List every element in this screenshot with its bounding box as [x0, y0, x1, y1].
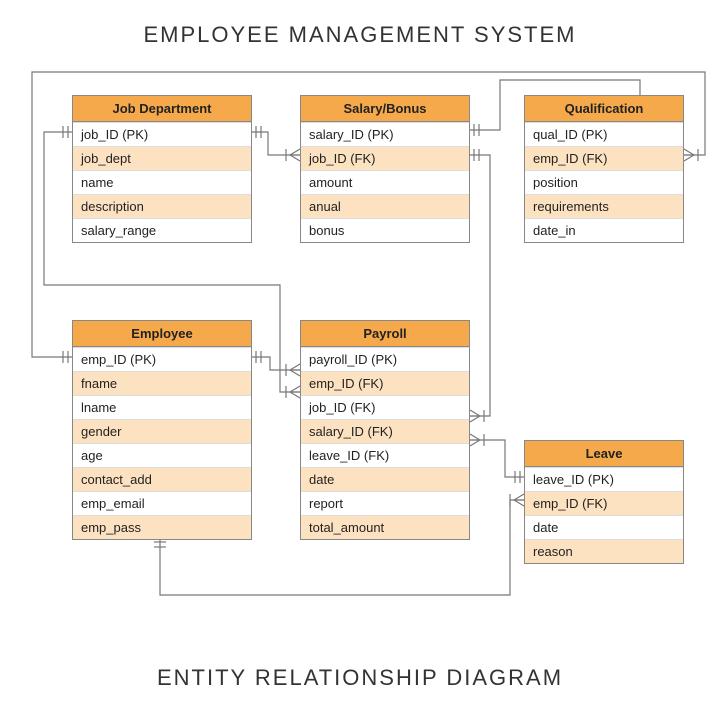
page-title: EMPLOYEE MANAGEMENT SYSTEM — [0, 22, 720, 48]
entity-field: salary_ID (PK) — [301, 122, 469, 146]
entity-field: job_ID (PK) — [73, 122, 251, 146]
entity-field: report — [301, 491, 469, 515]
entity-payroll: Payrollpayroll_ID (PK)emp_ID (FK)job_ID … — [300, 320, 470, 540]
entity-field: emp_ID (FK) — [525, 146, 683, 170]
entity-field: description — [73, 194, 251, 218]
entity-field: amount — [301, 170, 469, 194]
relationship-line — [252, 357, 300, 370]
entity-field: position — [525, 170, 683, 194]
entity-field: emp_pass — [73, 515, 251, 539]
relationship-line — [252, 132, 300, 155]
entity-field: qual_ID (PK) — [525, 122, 683, 146]
entity-field: salary_ID (FK) — [301, 419, 469, 443]
entity-field: requirements — [525, 194, 683, 218]
entity-field: bonus — [301, 218, 469, 242]
entity-employee: Employeeemp_ID (PK)fnamelnamegenderageco… — [72, 320, 252, 540]
entity-header: Salary/Bonus — [301, 96, 469, 122]
entity-field: salary_range — [73, 218, 251, 242]
page-subtitle: ENTITY RELATIONSHIP DIAGRAM — [0, 665, 720, 691]
entity-salary_bonus: Salary/Bonussalary_ID (PK)job_ID (FK)amo… — [300, 95, 470, 243]
entity-field: fname — [73, 371, 251, 395]
entity-job_department: Job Departmentjob_ID (PK)job_deptnamedes… — [72, 95, 252, 243]
entity-leave: Leaveleave_ID (PK)emp_ID (FK)datereason — [524, 440, 684, 564]
entity-field: reason — [525, 539, 683, 563]
entity-field: emp_ID (PK) — [73, 347, 251, 371]
entity-field: leave_ID (FK) — [301, 443, 469, 467]
entity-field: emp_email — [73, 491, 251, 515]
entity-field: emp_ID (FK) — [525, 491, 683, 515]
entity-field: job_ID (FK) — [301, 146, 469, 170]
entity-field: emp_ID (FK) — [301, 371, 469, 395]
entity-field: age — [73, 443, 251, 467]
entity-field: date — [525, 515, 683, 539]
entity-field: name — [73, 170, 251, 194]
entity-field: job_dept — [73, 146, 251, 170]
entity-header: Job Department — [73, 96, 251, 122]
entity-header: Qualification — [525, 96, 683, 122]
entity-header: Leave — [525, 441, 683, 467]
entity-field: lname — [73, 395, 251, 419]
entity-field: gender — [73, 419, 251, 443]
entity-qualification: Qualificationqual_ID (PK)emp_ID (FK)posi… — [524, 95, 684, 243]
entity-field: payroll_ID (PK) — [301, 347, 469, 371]
entity-field: anual — [301, 194, 469, 218]
entity-field: contact_add — [73, 467, 251, 491]
relationship-line — [470, 155, 490, 416]
entity-field: date — [301, 467, 469, 491]
relationship-line — [470, 440, 524, 477]
entity-header: Payroll — [301, 321, 469, 347]
entity-field: leave_ID (PK) — [525, 467, 683, 491]
entity-header: Employee — [73, 321, 251, 347]
entity-field: job_ID (FK) — [301, 395, 469, 419]
entity-field: total_amount — [301, 515, 469, 539]
entity-field: date_in — [525, 218, 683, 242]
